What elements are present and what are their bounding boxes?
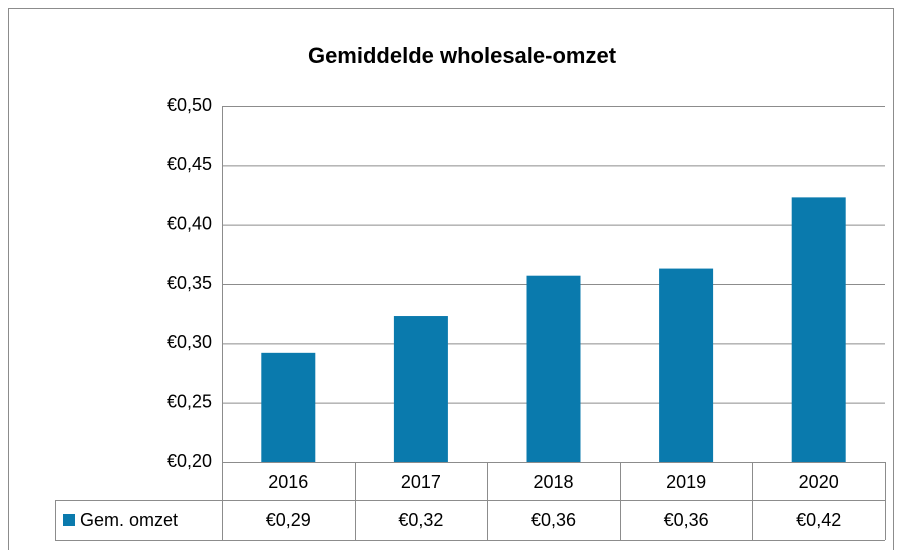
y-tick-label: €0,30 [167,332,212,352]
legend-label: Gem. omzet [80,510,178,530]
chart-border [8,8,894,550]
y-tick-label: €0,20 [167,451,212,471]
bar [393,316,448,462]
y-tick-label: €0,25 [167,391,212,411]
y-tick-label: €0,35 [167,273,212,293]
chart-title: Gemiddelde wholesale-omzet [308,43,617,68]
table-value: €0,42 [796,510,841,530]
bar [791,197,846,462]
x-tick-label: 2020 [799,472,839,492]
bar [261,352,316,462]
bar [659,268,714,462]
legend-swatch [63,514,75,526]
x-tick-label: 2019 [666,472,706,492]
y-tick-label: €0,45 [167,154,212,174]
table-value: €0,36 [531,510,576,530]
bar [526,275,581,462]
x-tick-label: 2016 [268,472,308,492]
table-value: €0,29 [266,510,311,530]
x-tick-label: 2017 [401,472,441,492]
y-tick-label: €0,50 [167,95,212,115]
y-tick-label: €0,40 [167,213,212,233]
table-value: €0,36 [664,510,709,530]
x-tick-label: 2018 [533,472,573,492]
table-value: €0,32 [398,510,443,530]
